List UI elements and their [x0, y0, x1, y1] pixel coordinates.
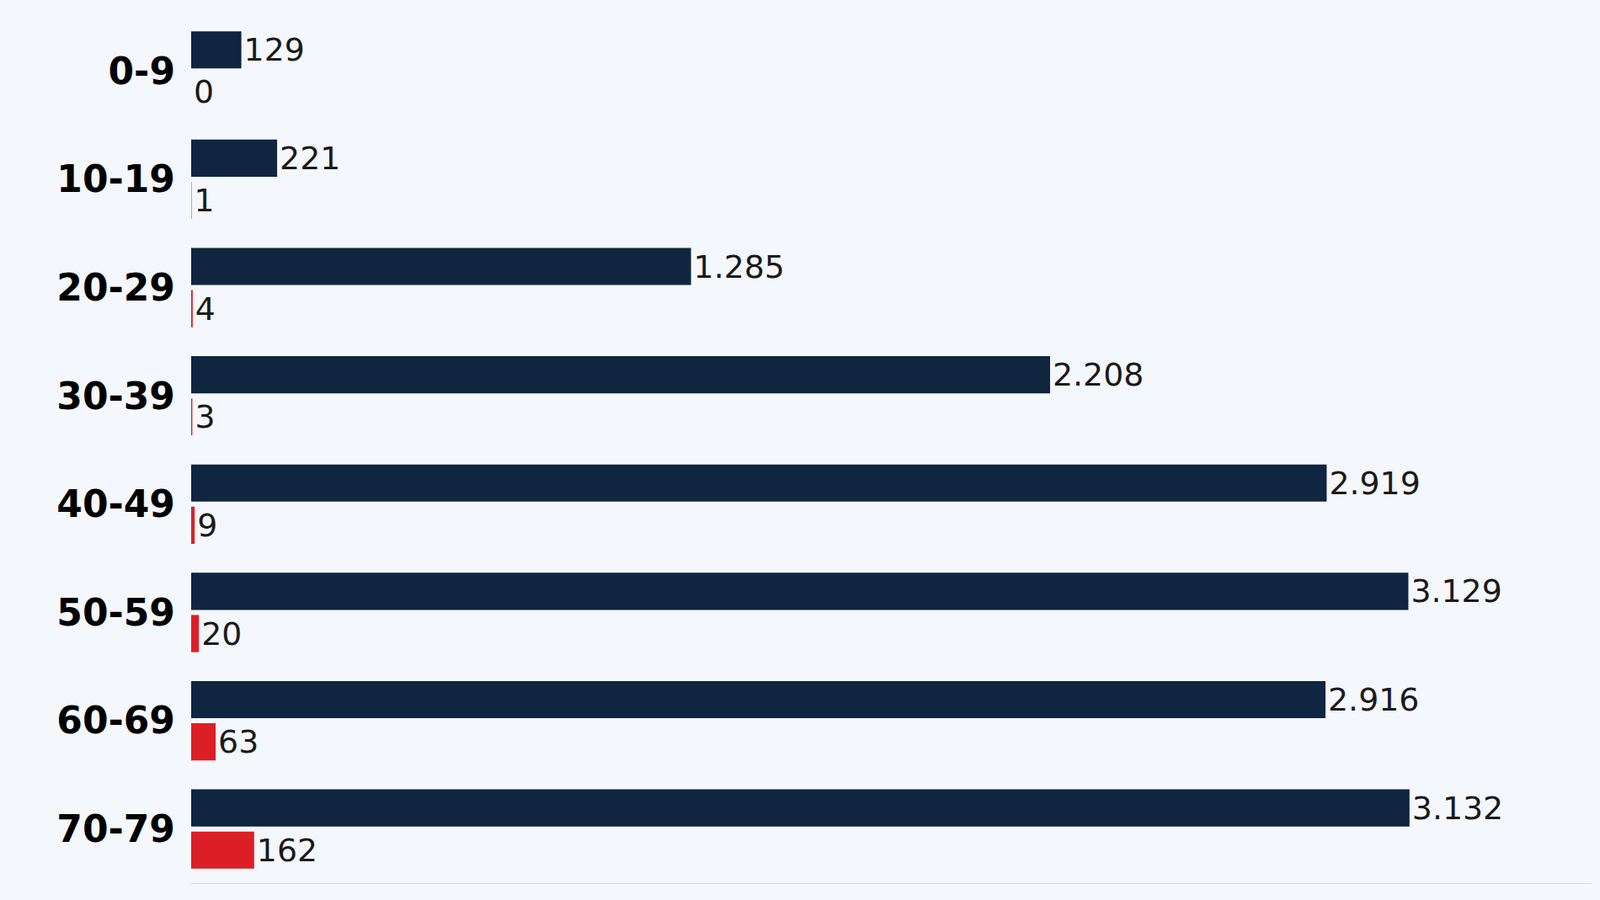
- svg-text:10-19: 10-19: [56, 157, 176, 201]
- svg-text:1.285: 1.285: [693, 248, 785, 286]
- svg-text:60-69: 60-69: [56, 698, 176, 742]
- svg-text:3.132: 3.132: [1412, 789, 1504, 827]
- svg-text:30-39: 30-39: [56, 374, 176, 418]
- svg-text:63: 63: [218, 723, 259, 761]
- svg-text:3.129: 3.129: [1410, 572, 1502, 610]
- svg-text:4: 4: [195, 290, 216, 328]
- svg-text:3: 3: [194, 398, 215, 436]
- svg-text:2.916: 2.916: [1328, 681, 1419, 719]
- svg-text:129: 129: [244, 31, 305, 69]
- svg-text:162: 162: [256, 832, 318, 870]
- svg-text:2.208: 2.208: [1052, 356, 1144, 394]
- svg-text:2.919: 2.919: [1328, 464, 1420, 502]
- svg-text:20: 20: [201, 615, 242, 653]
- svg-text:9: 9: [197, 506, 218, 544]
- svg-text:0: 0: [193, 73, 214, 111]
- svg-text:20-29: 20-29: [56, 266, 176, 310]
- svg-text:221: 221: [279, 139, 341, 177]
- svg-text:0-9: 0-9: [108, 49, 176, 93]
- svg-text:70-79: 70-79: [56, 807, 176, 851]
- svg-text:1: 1: [193, 181, 214, 219]
- svg-text:40-49: 40-49: [56, 482, 176, 526]
- svg-text:50-59: 50-59: [56, 591, 176, 635]
